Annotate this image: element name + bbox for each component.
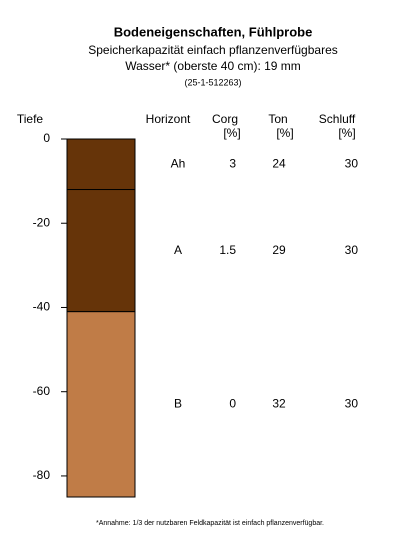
soil-layer (66, 189, 136, 313)
column-header: Schluff (319, 112, 356, 126)
column-header: Corg (212, 112, 238, 126)
chart-title: Bodeneigenschaften, Fühlprobe (114, 24, 313, 39)
column-unit: [%] (223, 126, 240, 140)
soil-layer (66, 311, 136, 498)
horizon-label: Ah (171, 156, 186, 170)
y-tick-label: -60 (33, 384, 51, 398)
footnote: *Annahme: 1/3 der nutzbaren Feldkapazitä… (96, 520, 324, 527)
corg-value: 1.5 (219, 243, 236, 257)
subtitle: Wasser* (oberste 40 cm): 19 mm (125, 59, 301, 73)
y-tick-label: 0 (43, 131, 50, 145)
horizon-label: A (174, 243, 182, 257)
y-axis-label: Tiefe (17, 112, 44, 126)
column-unit: [%] (276, 126, 293, 140)
horizon-label: B (174, 397, 182, 411)
subtitle: Speicherkapazität einfach pflanzenverfüg… (88, 43, 338, 57)
schluff-value: 30 (345, 243, 359, 257)
ton-value: 29 (272, 243, 286, 257)
y-tick-label: -20 (33, 215, 51, 229)
y-tick-label: -80 (33, 468, 51, 482)
schluff-value: 30 (345, 156, 359, 170)
schluff-value: 30 (345, 397, 359, 411)
ton-value: 32 (272, 397, 286, 411)
corg-value: 0 (229, 397, 236, 411)
soil-layer (66, 138, 136, 191)
column-header: Horizont (146, 112, 191, 126)
column-unit: [%] (338, 126, 355, 140)
ton-value: 24 (272, 156, 286, 170)
y-tick-label: -40 (33, 300, 51, 314)
column-header: Ton (268, 112, 287, 126)
corg-value: 3 (229, 156, 236, 170)
subtitle: (25-1-512263) (184, 77, 241, 87)
